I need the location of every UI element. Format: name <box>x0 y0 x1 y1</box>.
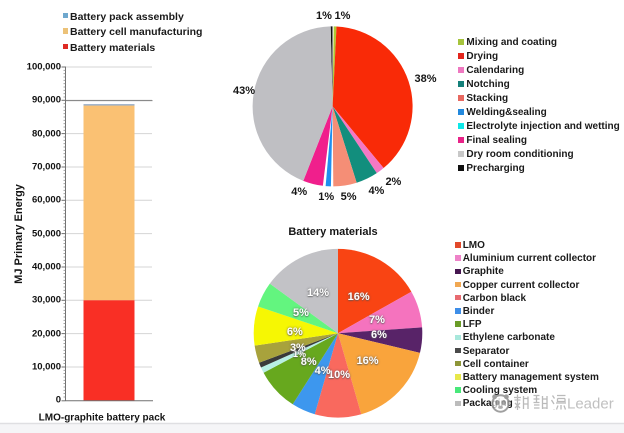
svg-text:Leader: Leader <box>567 396 614 413</box>
